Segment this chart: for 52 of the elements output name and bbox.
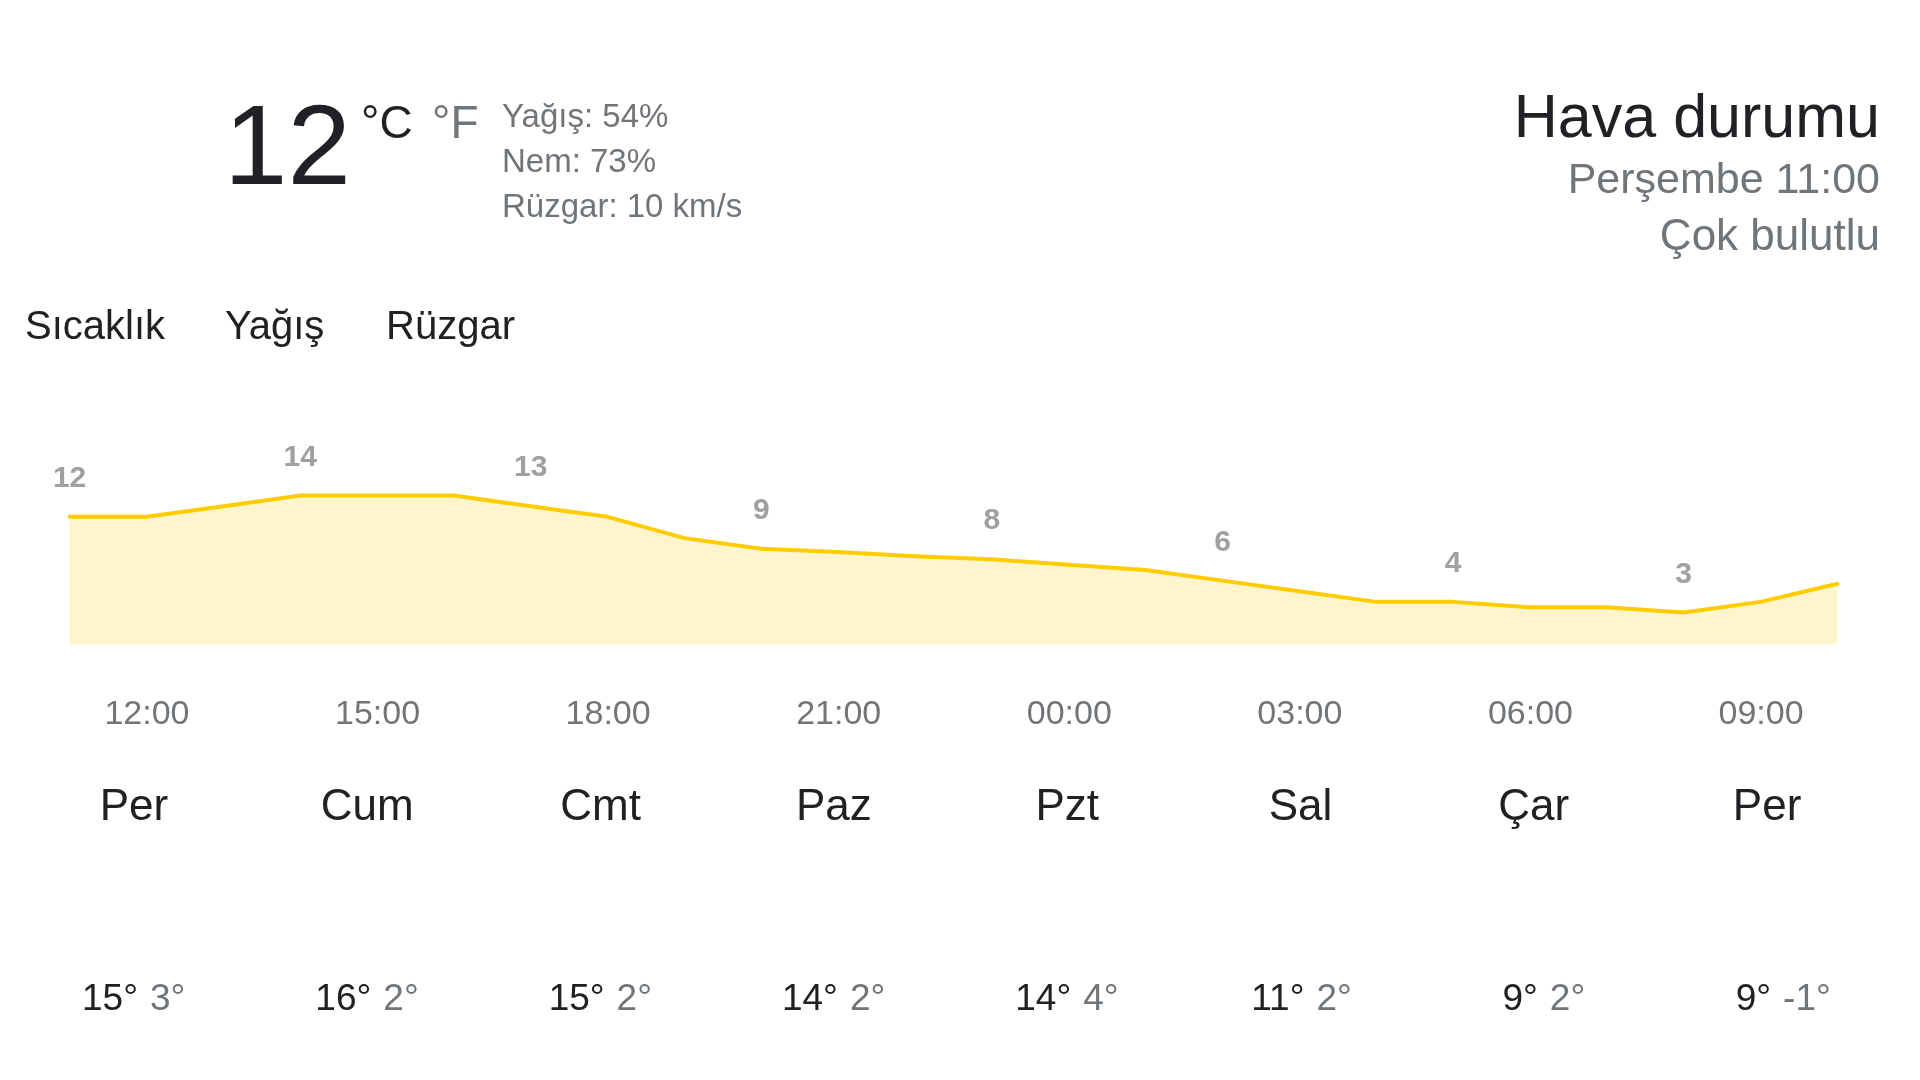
data-label: 11° (1251, 977, 1305, 1018)
x-tick-label: 15:00 (334, 692, 421, 731)
data-label: 15° (548, 977, 605, 1018)
category-label: Pzt (1035, 780, 1099, 829)
data-label: 8 (983, 502, 1001, 536)
text: Çok bulutlu (1659, 210, 1880, 259)
text: Rüzgar: 10 km/s (502, 187, 743, 224)
category-label: Çar (1498, 780, 1570, 829)
data-label: 14° (1015, 977, 1072, 1018)
category-label: Per (99, 780, 169, 829)
x-tick-label: 06:00 (1487, 692, 1574, 731)
data-label: 14 (283, 438, 318, 472)
text: Nem: 73% (502, 142, 657, 179)
data-label: 2° (1549, 977, 1586, 1018)
category-label: Sal (1268, 780, 1333, 829)
data-label: 2° (616, 977, 652, 1018)
category-label: Per (1732, 780, 1802, 829)
data-label: 9 (753, 491, 770, 525)
data-label: 9° (1502, 977, 1538, 1018)
text: °C (361, 96, 413, 148)
data-label: 4° (1083, 977, 1119, 1018)
data-label: 2° (1316, 977, 1352, 1018)
text: 12 (224, 81, 351, 208)
category-label: Paz (795, 780, 872, 829)
data-label: 15° (82, 977, 138, 1018)
data-label: -1° (1783, 977, 1831, 1018)
x-tick-label: 12:00 (104, 692, 190, 731)
x-tick-label: 00:00 (1026, 692, 1112, 731)
x-tick-label: 21:00 (796, 692, 882, 731)
text: Yağış (225, 303, 325, 347)
x-tick-label: 18:00 (565, 692, 651, 731)
category-label: Cmt (560, 780, 641, 829)
data-label: 12 (52, 459, 87, 493)
text: Sıcaklık (25, 303, 167, 347)
text: Rüzgar (386, 303, 515, 347)
text: Hava durumu (1513, 82, 1880, 150)
data-label: 6 (1214, 523, 1231, 557)
x-tick-label: 03:00 (1257, 692, 1343, 731)
text: °F (432, 96, 479, 148)
data-label: 2° (849, 977, 886, 1018)
x-tick-label: 09:00 (1718, 692, 1804, 731)
data-label: 16° (315, 977, 372, 1018)
data-label: 2° (383, 977, 419, 1018)
text: Yağış: 54% (502, 97, 669, 134)
data-label: 4 (1444, 544, 1462, 578)
text: Perşembe 11:00 (1567, 154, 1880, 202)
category-label: Cum (320, 780, 414, 829)
data-label: 14° (781, 977, 838, 1018)
data-label: 13 (514, 449, 548, 483)
data-label: 3° (150, 977, 186, 1018)
data-label: 9° (1735, 977, 1772, 1018)
data-label: 3 (1675, 555, 1693, 589)
